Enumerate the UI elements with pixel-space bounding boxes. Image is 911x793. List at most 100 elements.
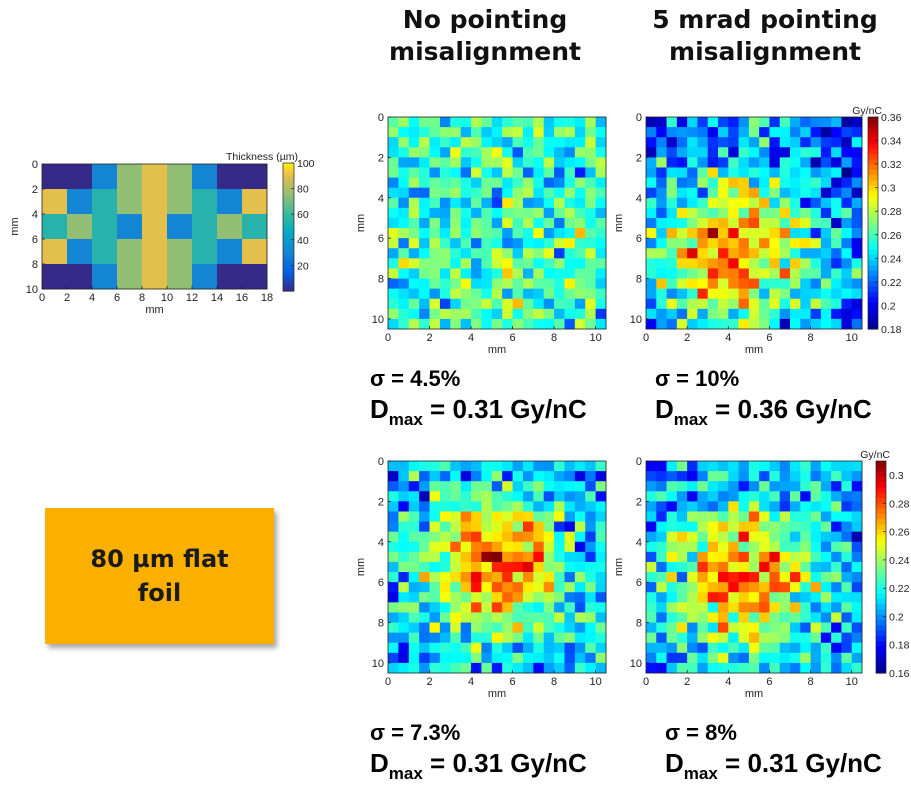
heatmap-cell [398,127,410,138]
heatmap-cell [92,214,118,240]
heatmap-cell [841,612,853,623]
heatmap-cell [666,551,678,563]
heatmap-cell [491,228,503,239]
heatmap-cell [831,228,842,239]
heatmap-cell [585,632,597,644]
heatmap-cell [450,167,462,178]
heatmap-cell [398,187,410,199]
heatmap-cell [398,268,410,279]
heatmap-cell [585,521,597,533]
colorbar-segment [283,201,294,206]
heatmap-cell [471,137,482,148]
heatmap-cell [779,531,791,543]
heatmap-cell [398,461,410,472]
heatmap-cell [92,164,118,190]
heatmap-cell [800,238,811,249]
heatmap-cell [481,238,493,249]
x-axis-label: mm [145,304,163,316]
heatmap-cell [491,238,503,249]
heatmap-cell [697,491,709,502]
heatmap-cell [419,602,430,613]
colorbar-segment [868,164,878,171]
colorbar-segment [868,191,878,198]
x-tick-label: 0 [385,332,391,344]
heatmap-cell [533,157,545,168]
colorbar-tick-label: 0.28 [881,206,902,218]
heatmap-cell [502,157,513,168]
heatmap-cell [450,127,462,138]
heatmap-cell [533,288,545,300]
heatmap-cell [585,147,597,158]
heatmap-cell [512,582,524,593]
heatmap-cell [419,308,430,320]
x-tick-label: 0 [643,676,649,688]
heatmap-cell [502,278,513,290]
heatmap-cell [398,228,410,239]
heatmap-cell [687,117,698,128]
heatmap-cell [851,228,863,239]
heatmap-cell [666,278,678,290]
heatmap-cell [388,511,399,522]
heatmap-cell [595,278,607,290]
heatmap-cell [728,187,739,199]
x-tick-label: 0 [39,292,45,304]
heatmap-cell [759,551,770,563]
heatmap-cell [800,531,811,543]
colorbar-segment [876,614,886,621]
heatmap-cell [398,531,410,543]
heatmap-cell [564,248,576,259]
heatmap-cell [429,187,441,199]
heatmap-cell [656,258,667,269]
heatmap-cell [512,461,524,472]
heatmap-cell [676,217,688,229]
heatmap-cell [707,217,719,229]
heatmap-cell [687,127,698,138]
heatmap-cell [450,288,462,300]
heatmap-cell [460,228,472,239]
heatmap-cell [554,167,565,178]
heatmap-cell [769,157,781,168]
heatmap-cell [728,471,739,482]
heatmap-cell [429,612,441,623]
heatmap-cell [841,511,853,522]
heatmap-cell [687,308,698,320]
heatmap-cell [481,592,493,603]
heatmap-cell [759,602,770,613]
heatmap-cell [769,238,781,249]
heatmap-cell [831,238,842,249]
heatmap-cell [502,248,513,259]
colorbar-segment [283,249,294,254]
heatmap-cell [439,268,451,279]
colorbar-segment [876,657,886,663]
heatmap-cell [728,572,739,583]
heatmap-cell [676,278,688,290]
heatmap-cell [543,491,555,502]
heatmap-cell [543,117,555,128]
heatmap-cell [810,248,822,259]
heatmap-cell [831,541,842,553]
heatmap-cell [502,147,513,158]
heatmap-cell [419,258,430,269]
heatmap-cell [471,318,482,330]
heatmap-cell [738,531,750,543]
colorbar-segment [876,667,886,674]
heatmap-cell [408,157,420,168]
heatmap-cell [841,642,853,654]
heatmap-cell [820,177,832,189]
heatmap-cell [408,197,420,209]
heatmap-cell [429,137,441,148]
heatmap-cell [533,187,545,199]
heatmap-cell [851,278,863,290]
heatmap-cell [543,228,555,239]
heatmap-cell [450,461,462,472]
heatmap-cell [481,258,493,269]
heatmap-cell [217,239,243,265]
heatmap-cell [398,248,410,259]
heatmap-cell [779,521,791,533]
heatmap-cell [522,582,534,593]
heatmap-cell [800,541,811,553]
heatmap-cell [512,268,524,279]
heatmap-cell [471,217,482,229]
heatmap-cell [450,228,462,239]
heatmap-cell [831,127,842,138]
